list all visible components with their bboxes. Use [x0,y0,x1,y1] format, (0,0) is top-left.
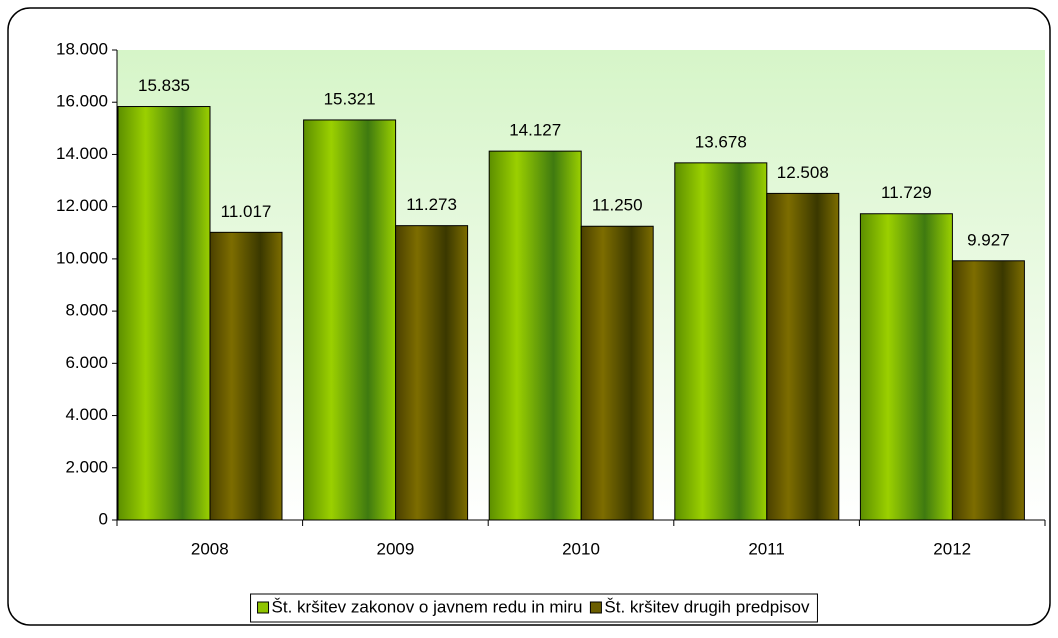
y-tick-label: 2.000 [65,457,108,476]
legend-label: Št. kršitev zakonov o javnem redu in mir… [272,597,583,616]
bar [209,231,283,521]
x-tick-label: 2009 [376,539,414,558]
x-tick-label: 2011 [748,539,785,558]
legend-label: Št. kršitev drugih predpisov [604,597,810,616]
y-tick-label: 4.000 [65,405,108,424]
bar [859,213,953,521]
legend-swatch [589,601,602,614]
legend-swatch [257,601,270,614]
legend [250,593,818,623]
value-label: 13.678 [695,132,747,151]
bar [395,225,469,521]
y-tick-label: 14.000 [56,144,108,163]
value-label: 15.321 [324,89,376,108]
y-tick-label: 16.000 [56,92,108,111]
bar [117,106,211,521]
value-label: 11.017 [221,202,272,221]
x-tick-label: 2008 [191,539,229,558]
y-tick-label: 12.000 [56,196,108,215]
y-tick-label: 8.000 [65,301,108,320]
value-label: 11.729 [881,183,932,202]
bar [580,225,654,521]
bar [674,162,768,521]
value-label: 9.927 [967,230,1010,249]
value-label: 11.250 [592,196,643,215]
value-label: 15.835 [138,76,190,95]
bar [766,192,840,521]
value-label: 11.273 [406,195,457,214]
bar [488,150,582,521]
y-tick-label: 18.000 [56,39,108,58]
bar [303,119,397,521]
y-tick-label: 0 [99,509,108,528]
x-tick-label: 2010 [562,539,600,558]
y-tick-label: 10.000 [56,248,108,267]
value-label: 14.127 [509,121,561,140]
x-tick-label: 2012 [933,539,971,558]
y-tick-label: 6.000 [65,353,108,372]
value-label: 12.508 [777,163,829,182]
bar [951,260,1025,521]
